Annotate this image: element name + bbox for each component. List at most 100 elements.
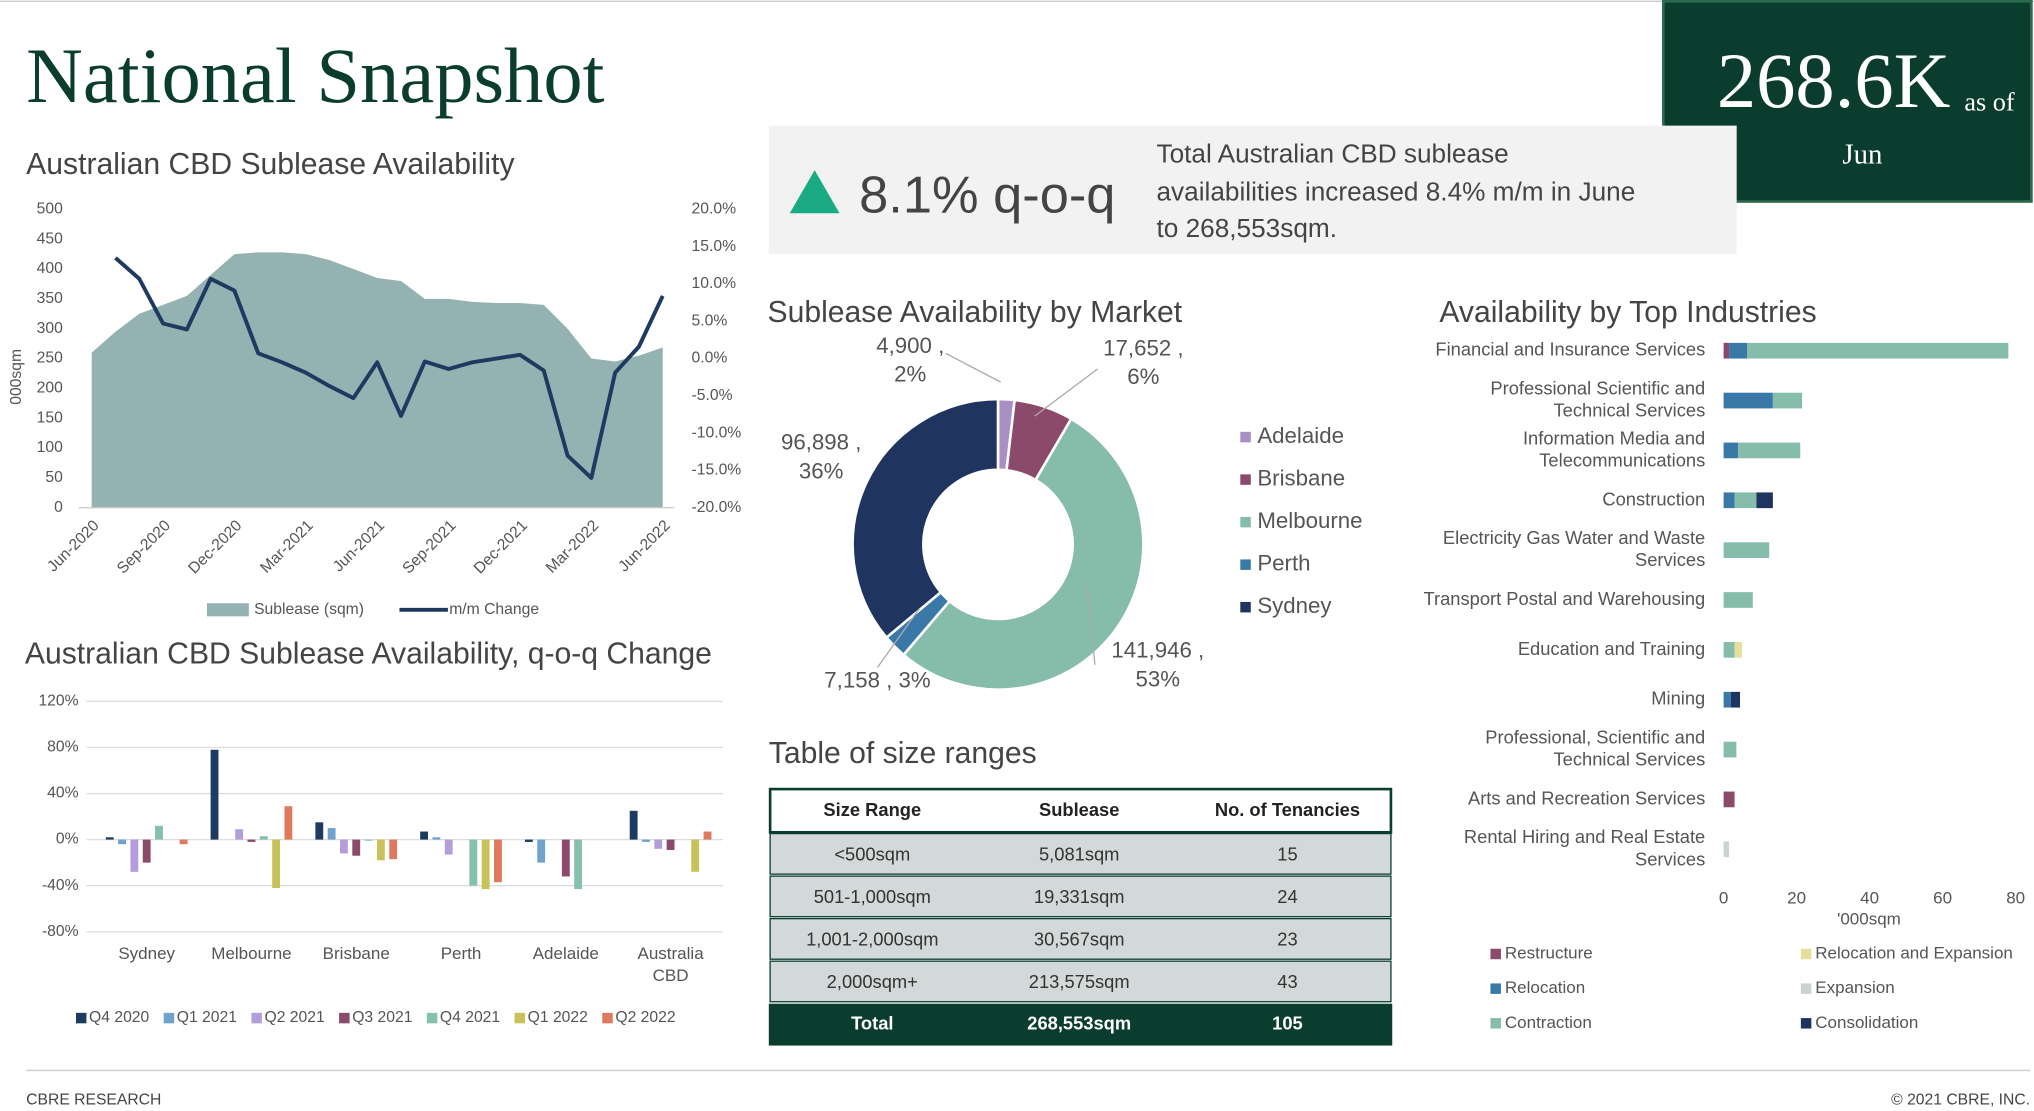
y-tick-label: Professional, Scientific and Technical Se…	[1485, 726, 1705, 769]
y2-tick-label: 10.0%	[692, 275, 737, 292]
table-cell: <500sqm	[834, 844, 910, 865]
y2-tick-label: -15.0%	[692, 462, 742, 479]
legend-swatch	[602, 1012, 613, 1024]
bar	[389, 839, 398, 860]
x-tick-label: Dec-2020	[185, 517, 245, 577]
bar-segment	[1738, 442, 1801, 459]
x-tick-label: 0	[1719, 889, 1728, 908]
chart-title: Availability by Top Industries	[1439, 296, 1816, 329]
x-tick-label: Australia CBD	[637, 943, 704, 984]
bar-segment	[1747, 342, 2009, 359]
bar	[259, 836, 268, 840]
x-tick-label: Sep-2021	[399, 517, 459, 577]
bar	[376, 839, 385, 861]
footer-left: CBRE RESEARCH	[26, 1092, 161, 1109]
legend-label: Q2 2021	[264, 1009, 324, 1026]
data-label: 7,158 , 3%	[824, 668, 930, 693]
bar-segment	[1723, 841, 1730, 858]
footer-right: © 2021 CBRE, INC.	[1891, 1092, 2030, 1109]
bar	[118, 839, 126, 845]
table-cell: 24	[1277, 886, 1297, 907]
legend-label: Perth	[1257, 551, 1310, 576]
y-tick-label: Transport Postal and Warehousing	[1424, 588, 1706, 609]
legend-label: Q4 2020	[89, 1009, 149, 1026]
y2-tick-label: 20.0%	[692, 201, 737, 218]
table-header: Size Range	[823, 799, 921, 820]
bar	[235, 829, 244, 840]
legend-swatch	[1800, 983, 1812, 994]
y-tick-label: 0%	[56, 831, 79, 848]
y-tick-label: Financial and Insurance Services	[1435, 339, 1705, 360]
table-header-bg	[768, 787, 1393, 834]
bar	[629, 810, 638, 840]
data-label: 141,946 , 53%	[1111, 638, 1204, 692]
legend-label: Brisbane	[1257, 465, 1345, 490]
table-cell: 2,000sqm+	[827, 971, 918, 992]
bar	[272, 839, 281, 888]
legend-swatch	[1240, 431, 1251, 443]
legend-label: Q1 2021	[177, 1009, 237, 1026]
legend-swatch	[163, 1012, 175, 1024]
x-tick-label: 40	[1860, 889, 1879, 908]
bar	[642, 839, 650, 842]
legend-swatch	[75, 1012, 87, 1024]
legend-swatch	[206, 603, 249, 617]
table-total: 268,553sqm	[1027, 1012, 1131, 1033]
x-tick-label: Melbourne	[211, 943, 291, 962]
line	[114, 256, 665, 480]
y-tick-label: Arts and Recreation Services	[1468, 787, 1705, 808]
legend-label: Contraction	[1505, 1013, 1592, 1032]
leader-line	[876, 608, 920, 668]
y-tick-label: 350	[37, 290, 63, 307]
bar-segment	[1756, 492, 1773, 509]
data-label: 96,898 , 36%	[781, 429, 861, 483]
bar	[105, 837, 114, 840]
bar-segment	[1729, 342, 1748, 359]
x-tick-label: Mar-2022	[543, 517, 603, 576]
legend-swatch	[1240, 559, 1251, 570]
legend-label: Sydney	[1257, 593, 1332, 618]
table-total: 105	[1272, 1012, 1303, 1033]
y-tick-label: 50	[45, 469, 63, 486]
y-tick-label: 200	[37, 380, 63, 397]
legend-swatch	[1490, 948, 1501, 960]
bar-segment	[1723, 641, 1735, 658]
x-tick-label: 80	[2006, 889, 2025, 908]
table-cell: 30,567sqm	[1034, 929, 1125, 950]
legend-swatch	[514, 1012, 526, 1024]
legend-label: Q4 2021	[440, 1009, 500, 1026]
legend-swatch	[1240, 516, 1251, 528]
bar-segment	[1723, 592, 1753, 608]
table-cell: 19,331sqm	[1034, 886, 1125, 907]
highlight-change: 8.1% q-o-q	[859, 167, 1115, 225]
table-header: Sublease	[1039, 799, 1119, 820]
legend-label: Melbourne	[1257, 508, 1362, 533]
data-label: 17,652 , 6%	[1103, 335, 1183, 389]
x-tick-label: 20	[1787, 889, 1806, 908]
x-tick-label: Brisbane	[323, 943, 390, 962]
legend-label: Relocation	[1505, 978, 1585, 997]
y-tick-label: 450	[37, 230, 63, 247]
bar	[420, 831, 429, 840]
bar	[130, 839, 139, 872]
y-tick-label: Information Media and Telecommunications	[1523, 427, 1705, 470]
page-title: National Snapshot	[26, 32, 604, 119]
highlight-text: availabilities increased 8.4% m/m in Jun…	[1156, 177, 1635, 207]
y-tick-label: Rental Hiring and Real Estate Services	[1464, 826, 1705, 869]
bar	[364, 839, 373, 841]
legend-label: Expansion	[1815, 978, 1894, 997]
y-tick-label: Construction	[1602, 488, 1705, 509]
bar-segment	[1723, 791, 1735, 808]
y-tick-label: Education and Training	[1518, 638, 1705, 659]
leader-line	[1034, 368, 1098, 417]
legend-swatch	[1800, 1018, 1812, 1029]
x-axis-label: '000sqm	[1837, 909, 1901, 928]
bar-segment	[1723, 492, 1735, 509]
bar-segment	[1723, 392, 1773, 409]
bar-segment	[1723, 342, 1730, 359]
data-label: 4,900 , 2%	[876, 333, 944, 387]
highlight-text: to 268,553sqm.	[1156, 213, 1336, 243]
kpi-value: 268.6K	[1717, 37, 1951, 124]
